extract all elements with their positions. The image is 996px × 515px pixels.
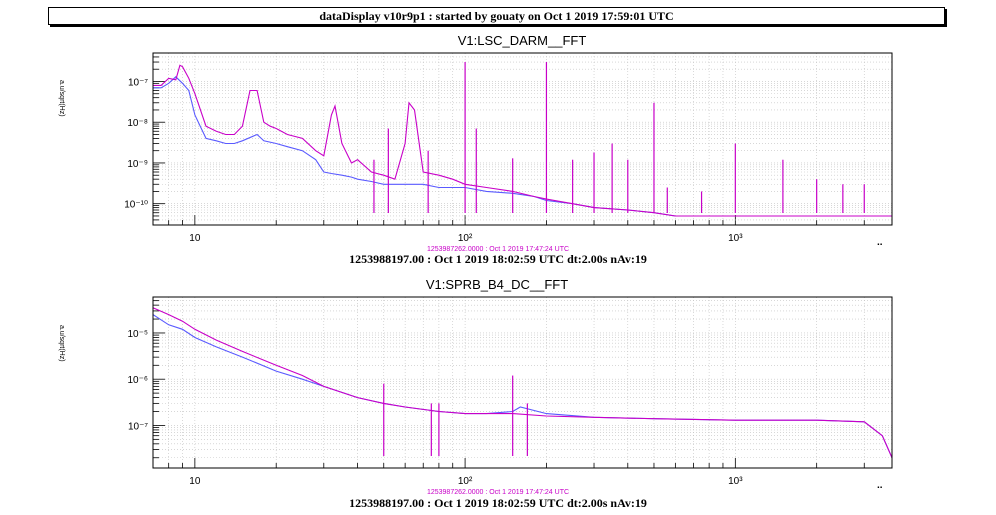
reference-annotation: 1253987262.0000 : Oct 1 2019 17:47:24 UT… <box>427 246 569 253</box>
series-line-magenta <box>153 64 892 217</box>
app-title-bar: dataDisplay v10r9p1 : started by gouaty … <box>48 7 945 25</box>
x-tick-label: 10³ <box>728 233 743 244</box>
y-axis-label: a.u/sqrt(Hz) <box>58 325 65 362</box>
plot-frame <box>152 296 893 469</box>
y-tick-label: 10⁻⁷ <box>128 77 148 88</box>
y-tick-label: 10⁻¹⁰ <box>124 200 148 211</box>
x-tick-label: 10³ <box>728 476 743 487</box>
sprb-b4-fft-chart: V1:SPRB_B4_DC__FFT a.u/sqrt(Hz) 12539872… <box>58 277 893 510</box>
series-line-magenta <box>153 307 892 458</box>
y-axis-label: a.u/sqrt(Hz) <box>58 80 65 117</box>
y-tick-label: 10⁻⁹ <box>127 159 148 170</box>
y-tick-label: 10⁻⁸ <box>127 118 148 129</box>
app-title: dataDisplay v10r9p1 : started by gouaty … <box>319 9 674 23</box>
axis-corner-mark: .. <box>877 237 883 248</box>
x-tick-label: 10 <box>189 233 201 244</box>
x-tick-label: 10² <box>458 233 473 244</box>
y-tick-label: 10⁻⁶ <box>127 375 148 386</box>
reference-annotation: 1253987262.0000 : Oct 1 2019 17:47:24 UT… <box>427 489 569 496</box>
chart-title: V1:LSC_DARM__FFT <box>458 33 587 48</box>
chart-title: V1:SPRB_B4_DC__FFT <box>426 277 568 292</box>
chart-footer: 1253988197.00 : Oct 1 2019 18:02:59 UTC … <box>349 496 647 510</box>
darm-fft-chart: V1:LSC_DARM__FFT a.u/sqrt(Hz) 1253987262… <box>58 33 893 266</box>
plot-frame <box>152 52 893 226</box>
chart-footer: 1253988197.00 : Oct 1 2019 18:02:59 UTC … <box>349 252 647 266</box>
y-tick-label: 10⁻⁵ <box>127 329 148 340</box>
y-tick-label: 10⁻⁷ <box>128 421 148 432</box>
x-tick-label: 10² <box>458 476 473 487</box>
axis-corner-mark: .. <box>877 480 883 491</box>
x-tick-label: 10 <box>189 476 201 487</box>
